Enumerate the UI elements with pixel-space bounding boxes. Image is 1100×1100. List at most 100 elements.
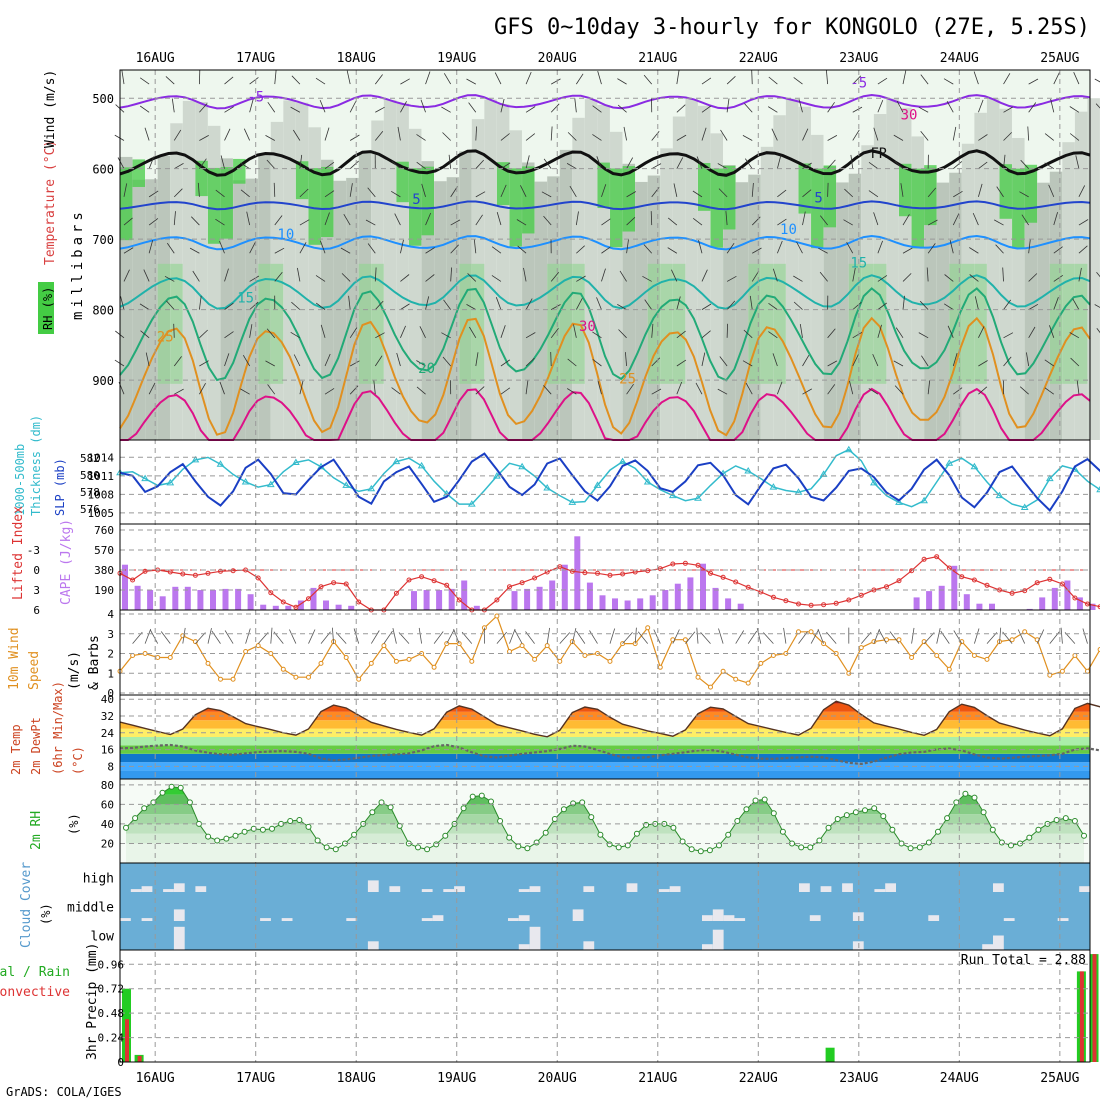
precip-rain-legend: Total / Rain [0, 965, 70, 980]
wind-barb [574, 98, 577, 113]
wind-barb [592, 358, 602, 367]
wind-barb [919, 300, 929, 310]
wind-barb [219, 240, 225, 254]
cape-bar [159, 596, 166, 610]
slp-axis-label: SLP (mb) [53, 458, 67, 516]
wind-speed-marker [406, 656, 412, 662]
lifted-index-marker [620, 571, 626, 577]
cloud-middle-cell [141, 918, 153, 921]
wind-axis-label: (m/s) [67, 651, 82, 690]
wind-barb [374, 131, 384, 141]
wind-barb [701, 330, 711, 339]
lifted-index-line [119, 556, 1100, 611]
rh-moist-band-low [1062, 263, 1075, 384]
wind-barb [843, 219, 853, 226]
rh-moist-band-low [672, 263, 686, 384]
wind-barb [1072, 298, 1080, 310]
lifted-index-tick-label: -3 [27, 544, 40, 557]
rh-marker [1008, 842, 1014, 849]
rh-shade-column [735, 182, 749, 440]
wind-barb-10m [783, 627, 787, 644]
thickness-marker [819, 470, 828, 477]
wind-barb [651, 357, 661, 367]
wind-speed-marker [745, 680, 751, 686]
thickness-marker [417, 461, 426, 469]
wind-barb [626, 217, 636, 226]
wind-speed-marker [1022, 629, 1028, 635]
wind-barb [396, 352, 401, 367]
rh-marker [415, 844, 421, 851]
wind-barb [143, 269, 150, 282]
rh-shade-column [685, 98, 698, 440]
cloud-high-cell [421, 889, 433, 892]
wind-barb [920, 74, 929, 85]
cloud-middle-cell [120, 918, 131, 921]
wind-axis-label: Speed [27, 651, 42, 690]
lifted-index-marker [569, 568, 575, 574]
cloud-low-cell [529, 926, 541, 950]
cloud-middle-cell [432, 915, 444, 921]
wind-barb [793, 275, 803, 282]
wind-barb-10m [575, 630, 586, 644]
lifted-index-marker [896, 578, 902, 584]
thickness-line [119, 448, 1100, 509]
wind-barb [240, 162, 250, 170]
wind-barb [601, 184, 607, 197]
cape-bar [725, 598, 732, 610]
pressure-tick-label: 800 [92, 304, 114, 318]
contour-label: 10 [277, 227, 294, 243]
lifted-index-marker [519, 580, 525, 586]
rh-marker [396, 822, 403, 829]
wind-barb [166, 300, 175, 310]
rh-marker [560, 806, 567, 813]
wind-barb [701, 352, 706, 367]
wind-barb [1053, 246, 1063, 254]
wind-speed-marker [243, 649, 249, 654]
wind-barb [1044, 359, 1055, 367]
rh-marker [807, 844, 814, 851]
wind-barb [927, 187, 937, 198]
cloud-middle-cell [173, 909, 185, 921]
cloud-low-cell [518, 944, 530, 950]
lifted-index-marker [456, 597, 462, 603]
temp-axis-label: 2m Temp [9, 724, 23, 775]
wind-speed-marker [557, 658, 563, 664]
wind-barb-10m [672, 629, 680, 644]
lifted-index-marker [1047, 576, 1053, 582]
wind-barb [978, 326, 985, 338]
lifted-index-marker [796, 601, 801, 607]
wind-barb [441, 106, 451, 113]
wind-speed-marker [645, 625, 651, 631]
wind-barb [267, 384, 276, 395]
rh-marker [944, 815, 951, 822]
wind-barb-10m [622, 632, 633, 644]
wind-barb [1019, 386, 1029, 395]
rh-marker [743, 806, 750, 813]
rh-moist-band [396, 161, 409, 203]
wind-barb [400, 78, 410, 85]
rh-shade-column [383, 99, 397, 440]
rh-marker [469, 793, 476, 800]
cape-bar [197, 590, 204, 610]
wind-speed-marker [733, 676, 739, 682]
wind-barb [601, 268, 606, 282]
contour-label: 20 [418, 361, 435, 377]
wind-barb [776, 240, 783, 254]
wind-barb [349, 134, 360, 141]
rh-marker [688, 846, 695, 853]
wind-barb [224, 353, 230, 367]
wind-speed-marker [532, 656, 538, 662]
wind-barb [148, 156, 155, 169]
cloud-middle-cell [723, 915, 735, 921]
wind-barb [224, 76, 234, 85]
wind-barb [1028, 273, 1038, 282]
rh-line [125, 786, 1085, 852]
wind-barb [1053, 211, 1058, 226]
cape-bar [524, 588, 531, 610]
wind-barb [752, 247, 762, 254]
wind-barb [249, 241, 256, 254]
rh-marker [962, 790, 969, 797]
wind-barb [644, 299, 653, 310]
wind-barb [391, 160, 401, 169]
rh-marker [287, 818, 294, 824]
